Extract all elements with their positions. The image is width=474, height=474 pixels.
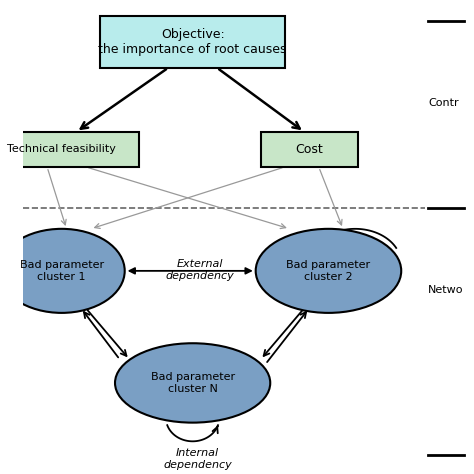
Text: Technical feasibility: Technical feasibility bbox=[7, 145, 116, 155]
Text: External
dependency: External dependency bbox=[165, 259, 234, 281]
FancyBboxPatch shape bbox=[100, 16, 285, 68]
Text: Bad parameter
cluster N: Bad parameter cluster N bbox=[151, 372, 235, 394]
Ellipse shape bbox=[255, 229, 401, 313]
Text: Contr: Contr bbox=[428, 98, 458, 108]
Text: Bad parameter
cluster 2: Bad parameter cluster 2 bbox=[286, 260, 371, 282]
Text: Objective:
the importance of root causes: Objective: the importance of root causes bbox=[99, 28, 287, 56]
FancyBboxPatch shape bbox=[0, 132, 139, 167]
Text: Bad parameter
cluster 1: Bad parameter cluster 1 bbox=[19, 260, 104, 282]
Ellipse shape bbox=[0, 229, 125, 313]
Text: Cost: Cost bbox=[295, 143, 323, 156]
Ellipse shape bbox=[115, 343, 270, 423]
Text: Internal
dependency: Internal dependency bbox=[163, 448, 232, 470]
FancyBboxPatch shape bbox=[261, 132, 357, 167]
Text: Netwo: Netwo bbox=[428, 284, 464, 294]
